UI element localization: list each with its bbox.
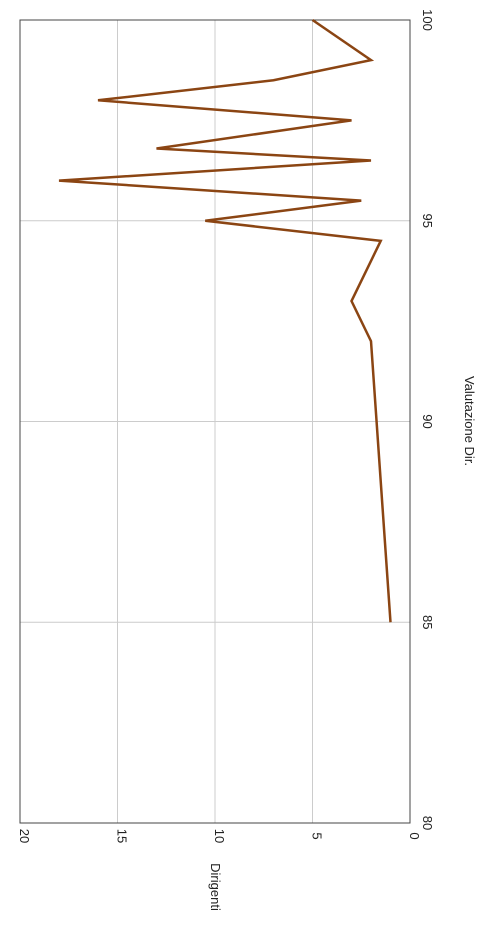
- x-axis-label: Valutazione Dir.: [462, 376, 477, 466]
- x-tick-label: 100: [420, 9, 435, 31]
- x-tick-label: 95: [420, 214, 435, 228]
- y-tick-label: 10: [212, 829, 227, 843]
- tick-labels: 80 85 90 95 100 0 5 10 15 20: [17, 9, 435, 843]
- series-line: [58, 18, 392, 623]
- y-tick-label: 15: [115, 829, 130, 843]
- x-tick-label: 85: [420, 615, 435, 629]
- y-tick-label: 5: [310, 832, 325, 839]
- x-tick-label: 90: [420, 414, 435, 428]
- y-tick-label: 20: [17, 829, 32, 843]
- y-axis-label: Dirigenti: [208, 863, 223, 911]
- plot-frame: [19, 19, 411, 824]
- y-tick-label: 0: [407, 832, 422, 839]
- x-tick-label: 80: [420, 816, 435, 830]
